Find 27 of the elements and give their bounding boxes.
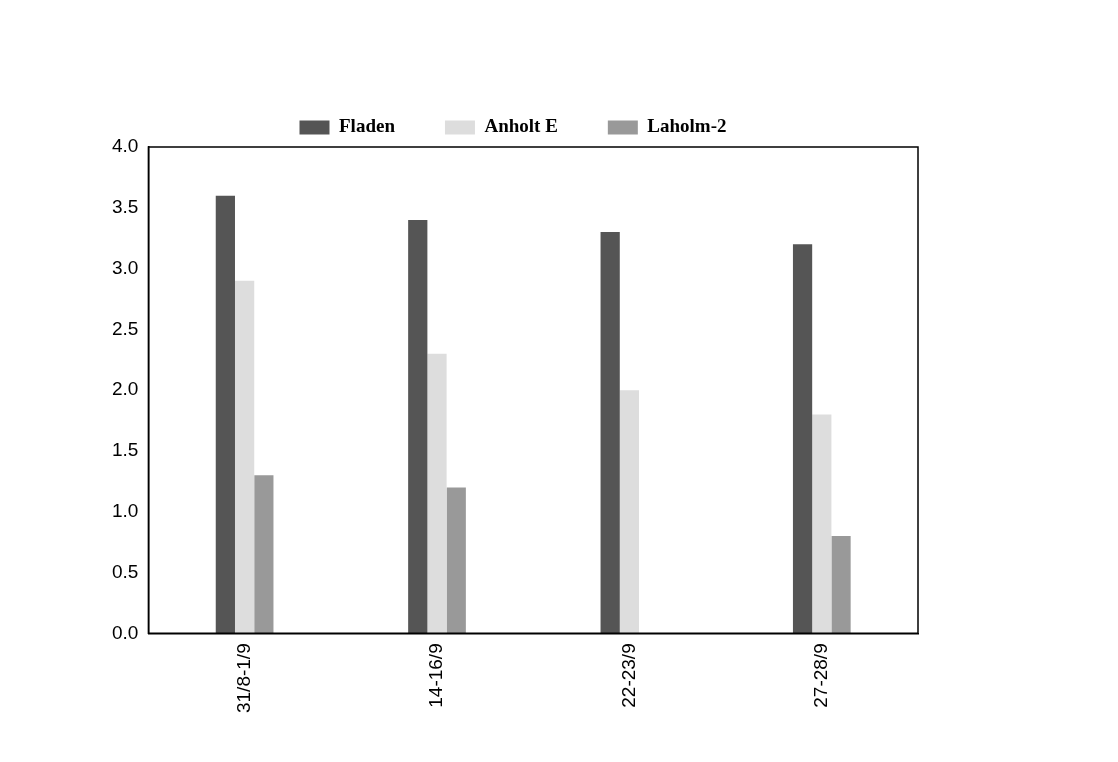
bar bbox=[408, 219, 428, 634]
bar bbox=[215, 195, 235, 634]
y-tick-label: 2.0 bbox=[111, 378, 139, 400]
y-tick-label: 2.5 bbox=[111, 317, 139, 339]
x-tick-label: 14-16/9 bbox=[425, 643, 447, 708]
y-tick-label: 3.5 bbox=[111, 196, 139, 218]
x-tick-label: 27-28/9 bbox=[810, 643, 832, 708]
bar bbox=[600, 232, 620, 634]
y-tick-label: 3.0 bbox=[111, 256, 139, 278]
y-tick-label: 1.0 bbox=[111, 499, 139, 521]
y-tick-label: 0.0 bbox=[111, 621, 139, 643]
bar bbox=[254, 475, 274, 634]
bar bbox=[234, 280, 255, 634]
y-tick-label: 4.0 bbox=[111, 135, 139, 157]
y-tick-label: 1.5 bbox=[111, 439, 139, 461]
bar bbox=[831, 536, 851, 634]
bar bbox=[446, 487, 466, 634]
bar bbox=[792, 244, 813, 634]
legend-label: Anholt E bbox=[484, 115, 558, 137]
bar bbox=[812, 414, 832, 634]
legend-label: Laholm-2 bbox=[647, 115, 727, 137]
y-tick-label: 0.5 bbox=[111, 560, 139, 582]
x-tick-label: 31/8-1/9 bbox=[232, 643, 254, 714]
legend-label: Fladen bbox=[339, 115, 396, 137]
x-tick-label: 22-23/9 bbox=[617, 643, 639, 708]
bar bbox=[427, 353, 447, 634]
bar bbox=[619, 390, 640, 634]
